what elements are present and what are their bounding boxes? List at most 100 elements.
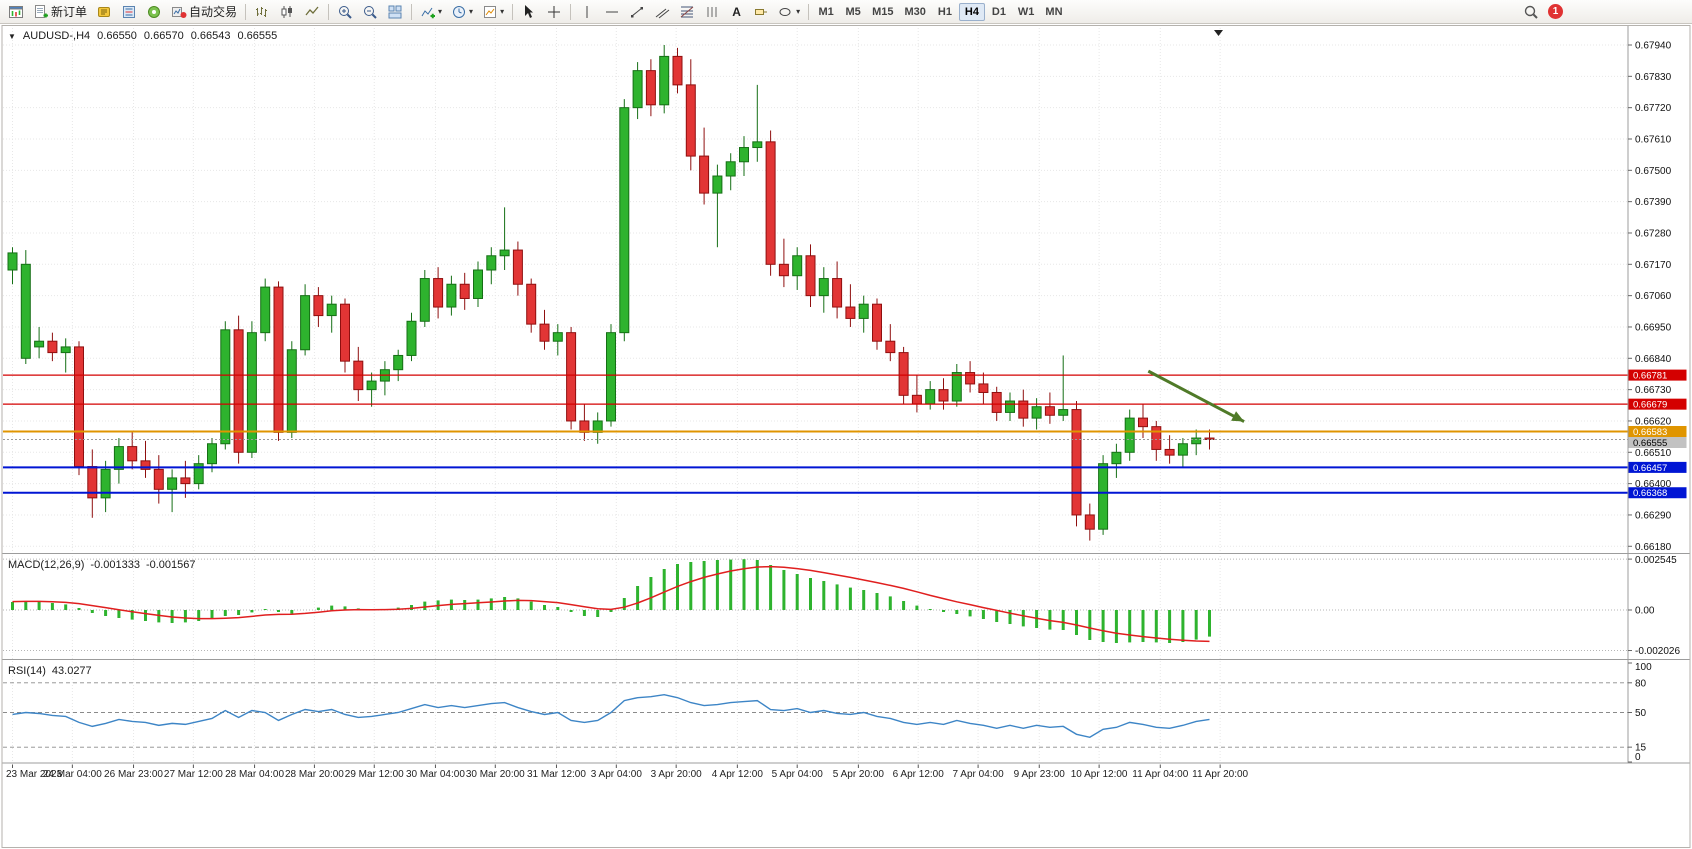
text-tool-button[interactable]: A <box>725 1 748 22</box>
auto-trading-button[interactable]: 自动交易 <box>167 1 241 22</box>
price-shift-marker[interactable] <box>1214 30 1223 36</box>
price-line-badge[interactable]: 0.66457 <box>1628 461 1687 474</box>
dropdown-arrow-icon: ▾ <box>469 6 474 16</box>
periods-button[interactable]: ▾ <box>447 1 477 22</box>
timeframe-mn-button[interactable]: MN <box>1040 3 1067 21</box>
indicators-button[interactable]: ▾ <box>416 1 446 22</box>
svg-text:0.66950: 0.66950 <box>1635 322 1672 333</box>
templates-button[interactable]: ▾ <box>478 1 508 22</box>
timeframe-m15-button[interactable]: M15 <box>867 3 898 21</box>
candle-body <box>805 255 816 297</box>
market-watch-button[interactable] <box>117 1 141 22</box>
svg-text:11 Apr 20:00: 11 Apr 20:00 <box>1192 769 1248 780</box>
candle-body <box>1164 448 1175 456</box>
timeframe-h1-button[interactable]: H1 <box>932 3 958 21</box>
notification-badge[interactable]: 1 <box>1548 4 1563 19</box>
candle-body <box>47 340 58 354</box>
price-line-badge[interactable]: 0.66781 <box>1628 369 1687 382</box>
toolbar-separator <box>245 3 247 20</box>
svg-text:0.00: 0.00 <box>1635 606 1655 617</box>
line-chart-button[interactable] <box>300 1 324 22</box>
price-line-badge[interactable]: 0.66583 <box>1628 425 1687 438</box>
rsi-name: RSI(14) <box>8 665 46 677</box>
text-tool-label: A <box>732 4 741 19</box>
timeframe-h4-button[interactable]: H4 <box>958 2 985 21</box>
svg-text:100: 100 <box>1635 662 1652 673</box>
zoom-out-button[interactable] <box>358 1 382 22</box>
horizontal-line-tool-button[interactable] <box>600 1 624 22</box>
shapes-tool-button[interactable]: ▾ <box>774 1 804 22</box>
candle-body <box>1084 514 1095 530</box>
new-chart-button[interactable] <box>4 1 28 22</box>
candle-body <box>140 460 151 470</box>
candle-body <box>340 303 350 362</box>
candle-body <box>60 346 71 354</box>
timeframe-m30-button[interactable]: M30 <box>900 3 931 21</box>
panel-separators[interactable] <box>2 26 1690 765</box>
svg-text:0.66620: 0.66620 <box>1635 416 1672 427</box>
candle-body <box>100 468 111 499</box>
timeframe-group: M1 M5 M15 M30 H1 H4 D1 W1 MN <box>813 2 1067 21</box>
candle-body <box>167 477 178 490</box>
bar-chart-button[interactable] <box>250 1 274 22</box>
candle-body <box>765 141 776 265</box>
main-toolbar: 新订单 自动交易 ▾ ▾ ▾ <box>0 0 1692 24</box>
candlestick-chart-button[interactable] <box>275 1 299 22</box>
tile-windows-icon <box>388 5 402 18</box>
svg-text:0.66400: 0.66400 <box>1635 479 1672 490</box>
current-price-badge: 0.66555 <box>1628 436 1687 449</box>
candle-body <box>326 303 337 317</box>
cycle-lines-tool-button[interactable] <box>700 1 724 22</box>
candle-body <box>792 255 803 277</box>
candle-body <box>938 389 949 402</box>
rsi-axis: 100 80 50 150 <box>1628 662 1652 763</box>
svg-text:3 Apr 20:00: 3 Apr 20:00 <box>651 769 703 780</box>
symbol-period-label: AUDUSD-,H4 <box>22 30 91 42</box>
templates-icon <box>484 5 497 18</box>
timeframe-m1-button[interactable]: M1 <box>813 3 839 21</box>
trendline-icon <box>631 6 644 17</box>
trend-arrow[interactable] <box>1147 369 1245 423</box>
symbol-search-button[interactable] <box>1519 1 1543 22</box>
timeframe-d1-button[interactable]: D1 <box>986 3 1012 21</box>
timeframe-m5-button[interactable]: M5 <box>840 3 866 21</box>
svg-text:7 Apr 04:00: 7 Apr 04:00 <box>953 769 1005 780</box>
candle-body <box>965 372 976 385</box>
label-tool-button[interactable] <box>749 1 773 22</box>
svg-text:-0.002026: -0.002026 <box>1635 646 1680 657</box>
candle-body <box>113 446 124 470</box>
zoom-in-button[interactable] <box>333 1 357 22</box>
fibonacci-tool-button[interactable] <box>675 1 699 22</box>
macd-name: MACD(12,26,9) <box>8 559 85 571</box>
line-chart-icon <box>305 6 319 15</box>
navigator-button[interactable] <box>142 1 166 22</box>
crosshair-button[interactable] <box>542 1 566 22</box>
candle-body <box>499 249 510 257</box>
candle-body <box>898 352 909 396</box>
label-tag-icon <box>755 8 768 15</box>
svg-text:29 Mar 12:00: 29 Mar 12:00 <box>345 769 404 780</box>
collapse-chart-icon[interactable]: ▼ <box>8 31 16 41</box>
svg-text:0.66840: 0.66840 <box>1635 354 1672 365</box>
svg-text:0.66290: 0.66290 <box>1635 510 1672 521</box>
dropdown-arrow-icon: ▾ <box>438 6 443 16</box>
candle-body <box>645 70 656 106</box>
timeframe-w1-button[interactable]: W1 <box>1013 3 1040 21</box>
candlestick-series <box>7 45 1215 541</box>
svg-text:11 Apr 04:00: 11 Apr 04:00 <box>1132 769 1188 780</box>
metaeditor-button[interactable] <box>92 1 116 22</box>
new-order-button[interactable]: 新订单 <box>29 1 91 22</box>
cursor-button[interactable] <box>517 1 541 22</box>
price-line-badge[interactable]: 0.66679 <box>1628 398 1687 411</box>
tile-windows-button[interactable] <box>383 1 407 22</box>
candle-body <box>911 394 922 405</box>
price-line-badge[interactable]: 0.66368 <box>1628 487 1687 499</box>
channel-tool-button[interactable] <box>650 1 674 22</box>
vertical-line-tool-button[interactable] <box>575 1 599 22</box>
trendline-tool-button[interactable] <box>625 1 649 22</box>
svg-text:0.67940: 0.67940 <box>1635 41 1672 52</box>
svg-text:0.66730: 0.66730 <box>1635 385 1672 396</box>
svg-text:0.66781: 0.66781 <box>1633 371 1667 382</box>
